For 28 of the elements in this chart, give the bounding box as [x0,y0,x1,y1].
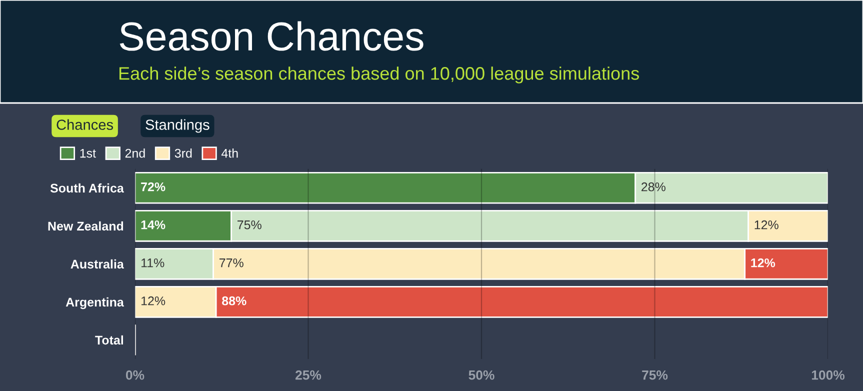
legend-label: 2nd [125,148,145,158]
x-tick-label: 50% [468,370,494,380]
chart-title: Season Chances [120,21,424,51]
data-label: 12% [141,296,166,306]
y-tick-label: Total [95,335,124,345]
text: Standings [146,119,210,133]
x-tick-label: 75% [642,370,668,380]
data-label: 77% [219,258,244,268]
chart-subtitle: Each side’s season chances based on 10,000 league simulations [119,66,639,84]
data-label: 12% [751,258,776,268]
data-label: 11% [141,258,164,268]
data-label: 88% [222,296,246,306]
text: Chances [56,119,114,130]
y-tick-label: South Africa [50,183,124,193]
x-tick-label: 0% [126,370,144,380]
data-label: 14% [141,220,166,230]
y-tick-label: Australia [70,259,124,269]
x-tick-label: 25% [296,370,322,380]
legend-label: 3rd [174,148,192,158]
x-tick-label: 100% [812,370,845,380]
y-tick-label: New Zealand [48,221,124,231]
data-label: 28% [642,182,666,192]
y-tick-label: Argentina [66,297,124,310]
data-label: 75% [238,220,262,230]
legend-label: 4th [221,148,238,158]
data-label: 12% [754,220,778,230]
legend-label: 1st [80,148,96,158]
data-label: 72% [141,182,166,192]
